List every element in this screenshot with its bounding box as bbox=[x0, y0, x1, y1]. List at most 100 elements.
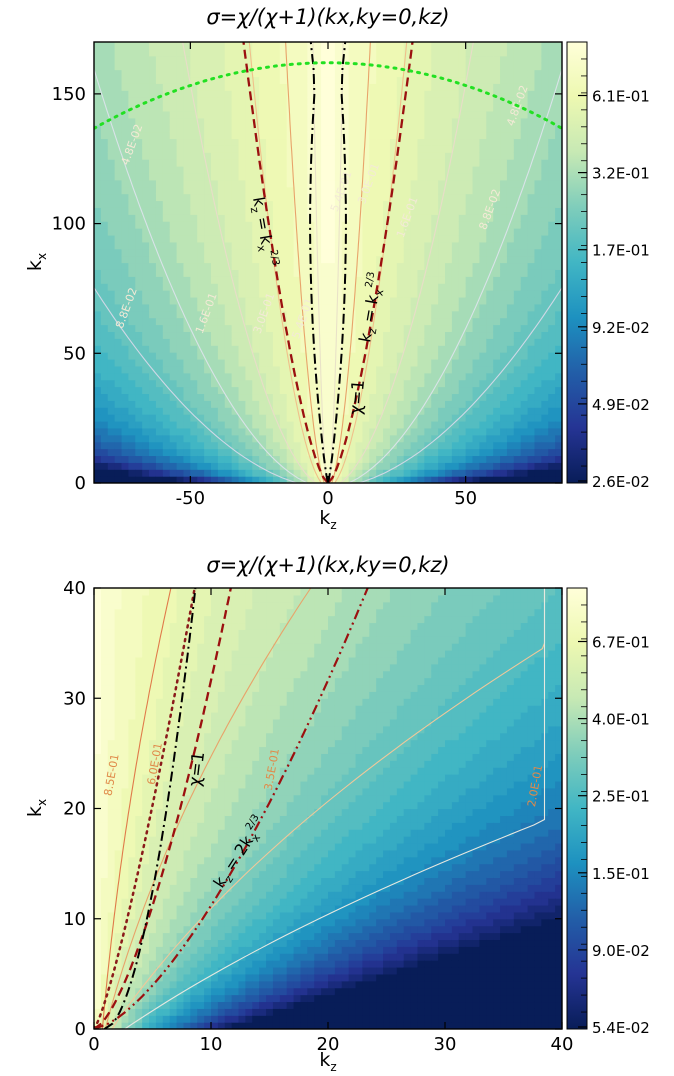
heat-cell bbox=[410, 83, 419, 91]
heat-cell bbox=[314, 42, 322, 50]
heat-cell bbox=[293, 48, 302, 57]
heat-cell bbox=[424, 166, 432, 174]
heat-cell bbox=[541, 172, 549, 181]
heat-cell bbox=[410, 462, 419, 470]
heat-cell bbox=[204, 166, 212, 174]
heat-cell bbox=[128, 780, 136, 789]
heat-cell bbox=[472, 283, 481, 291]
heat-cell bbox=[500, 400, 508, 408]
heat-cell bbox=[541, 69, 549, 78]
heat-cell bbox=[238, 462, 247, 470]
heat-cell bbox=[465, 276, 474, 284]
heat-cell bbox=[486, 469, 494, 477]
heat-cell bbox=[334, 145, 343, 153]
heat-cell bbox=[555, 214, 562, 222]
heat-cell bbox=[142, 911, 150, 920]
heat-cell bbox=[403, 131, 412, 140]
heat-cell bbox=[286, 214, 295, 222]
heat-cell bbox=[211, 455, 219, 463]
heat-cell bbox=[506, 207, 515, 215]
heat-cell bbox=[541, 338, 549, 346]
heat-cell bbox=[334, 42, 343, 50]
heat-cell bbox=[142, 241, 150, 250]
heat-cell bbox=[183, 427, 191, 436]
heat-cell bbox=[128, 269, 136, 277]
heat-cell bbox=[314, 186, 322, 195]
heat-cell bbox=[548, 228, 556, 236]
heat-cell bbox=[149, 214, 157, 222]
heat-cell bbox=[128, 801, 136, 810]
heat-cell bbox=[307, 221, 315, 229]
heat-cell bbox=[445, 159, 453, 167]
heat-cell bbox=[107, 925, 116, 934]
heat-cell bbox=[197, 400, 205, 408]
heat-cell bbox=[142, 939, 150, 947]
heat-cell bbox=[155, 193, 164, 202]
heat-cell bbox=[438, 338, 446, 346]
heat-cell bbox=[135, 650, 143, 658]
heat-cell bbox=[328, 131, 336, 140]
heat-cell bbox=[348, 83, 357, 91]
heat-cell bbox=[376, 324, 384, 333]
heat-cell bbox=[369, 448, 377, 457]
heat-cell bbox=[431, 255, 439, 264]
heat-cell bbox=[362, 255, 370, 264]
heat-cell bbox=[183, 296, 191, 305]
heat-cell bbox=[94, 407, 102, 415]
heat-cell bbox=[527, 400, 536, 408]
heat-cell bbox=[286, 358, 295, 367]
heat-cell bbox=[431, 310, 439, 319]
heat-cell bbox=[431, 83, 439, 91]
heat-cell bbox=[259, 372, 267, 381]
heat-cell bbox=[369, 152, 377, 160]
heat-cell bbox=[142, 159, 150, 167]
heat-cell bbox=[328, 352, 336, 360]
heat-cell bbox=[348, 97, 357, 105]
heat-cell bbox=[328, 62, 336, 71]
heat-cell bbox=[142, 324, 150, 333]
heat-cell bbox=[362, 393, 370, 401]
heat-cell bbox=[107, 455, 116, 463]
heat-cell bbox=[266, 200, 274, 208]
heat-cell bbox=[389, 393, 398, 401]
heat-cell bbox=[121, 911, 130, 920]
panel-1: σ=χ/(χ+1)(kx,ky=0,kz) 4.8E-024.8E-028.8E… bbox=[24, 5, 650, 532]
heat-cell bbox=[162, 193, 171, 202]
heat-cell bbox=[135, 407, 143, 415]
heat-cell bbox=[224, 420, 233, 429]
heat-cell bbox=[94, 594, 102, 603]
heat-cell bbox=[259, 427, 267, 436]
heat-cell bbox=[410, 62, 419, 71]
heat-cell bbox=[362, 296, 370, 305]
heat-cell bbox=[376, 352, 384, 360]
heat-cell bbox=[224, 138, 233, 146]
heat-cell bbox=[204, 386, 212, 395]
heat-cell bbox=[493, 207, 501, 215]
heat-cell bbox=[135, 241, 143, 250]
heat-cell bbox=[142, 90, 150, 98]
heat-cell bbox=[383, 76, 391, 84]
heat-cell bbox=[403, 234, 412, 243]
heat-cell bbox=[410, 365, 419, 374]
heat-cell bbox=[279, 358, 288, 367]
heat-cell bbox=[107, 248, 116, 257]
heat-cell bbox=[142, 448, 150, 457]
heat-cell bbox=[417, 441, 425, 450]
heat-cell bbox=[259, 90, 267, 98]
heat-cell bbox=[252, 427, 260, 436]
contour-line bbox=[182, 42, 316, 483]
heat-cell bbox=[149, 829, 157, 837]
heat-cell bbox=[314, 207, 322, 215]
heat-cell bbox=[520, 221, 529, 229]
heat-cell bbox=[197, 69, 205, 78]
heat-cell bbox=[197, 283, 205, 291]
contour-line bbox=[312, 42, 328, 483]
heat-cell bbox=[369, 104, 377, 112]
heat-cell bbox=[197, 83, 205, 91]
heat-cell bbox=[493, 214, 501, 222]
heat-cell bbox=[190, 303, 198, 312]
heat-cell bbox=[438, 427, 446, 436]
heat-cell bbox=[286, 476, 295, 483]
heat-cell bbox=[500, 352, 508, 360]
heat-cell bbox=[114, 608, 123, 617]
